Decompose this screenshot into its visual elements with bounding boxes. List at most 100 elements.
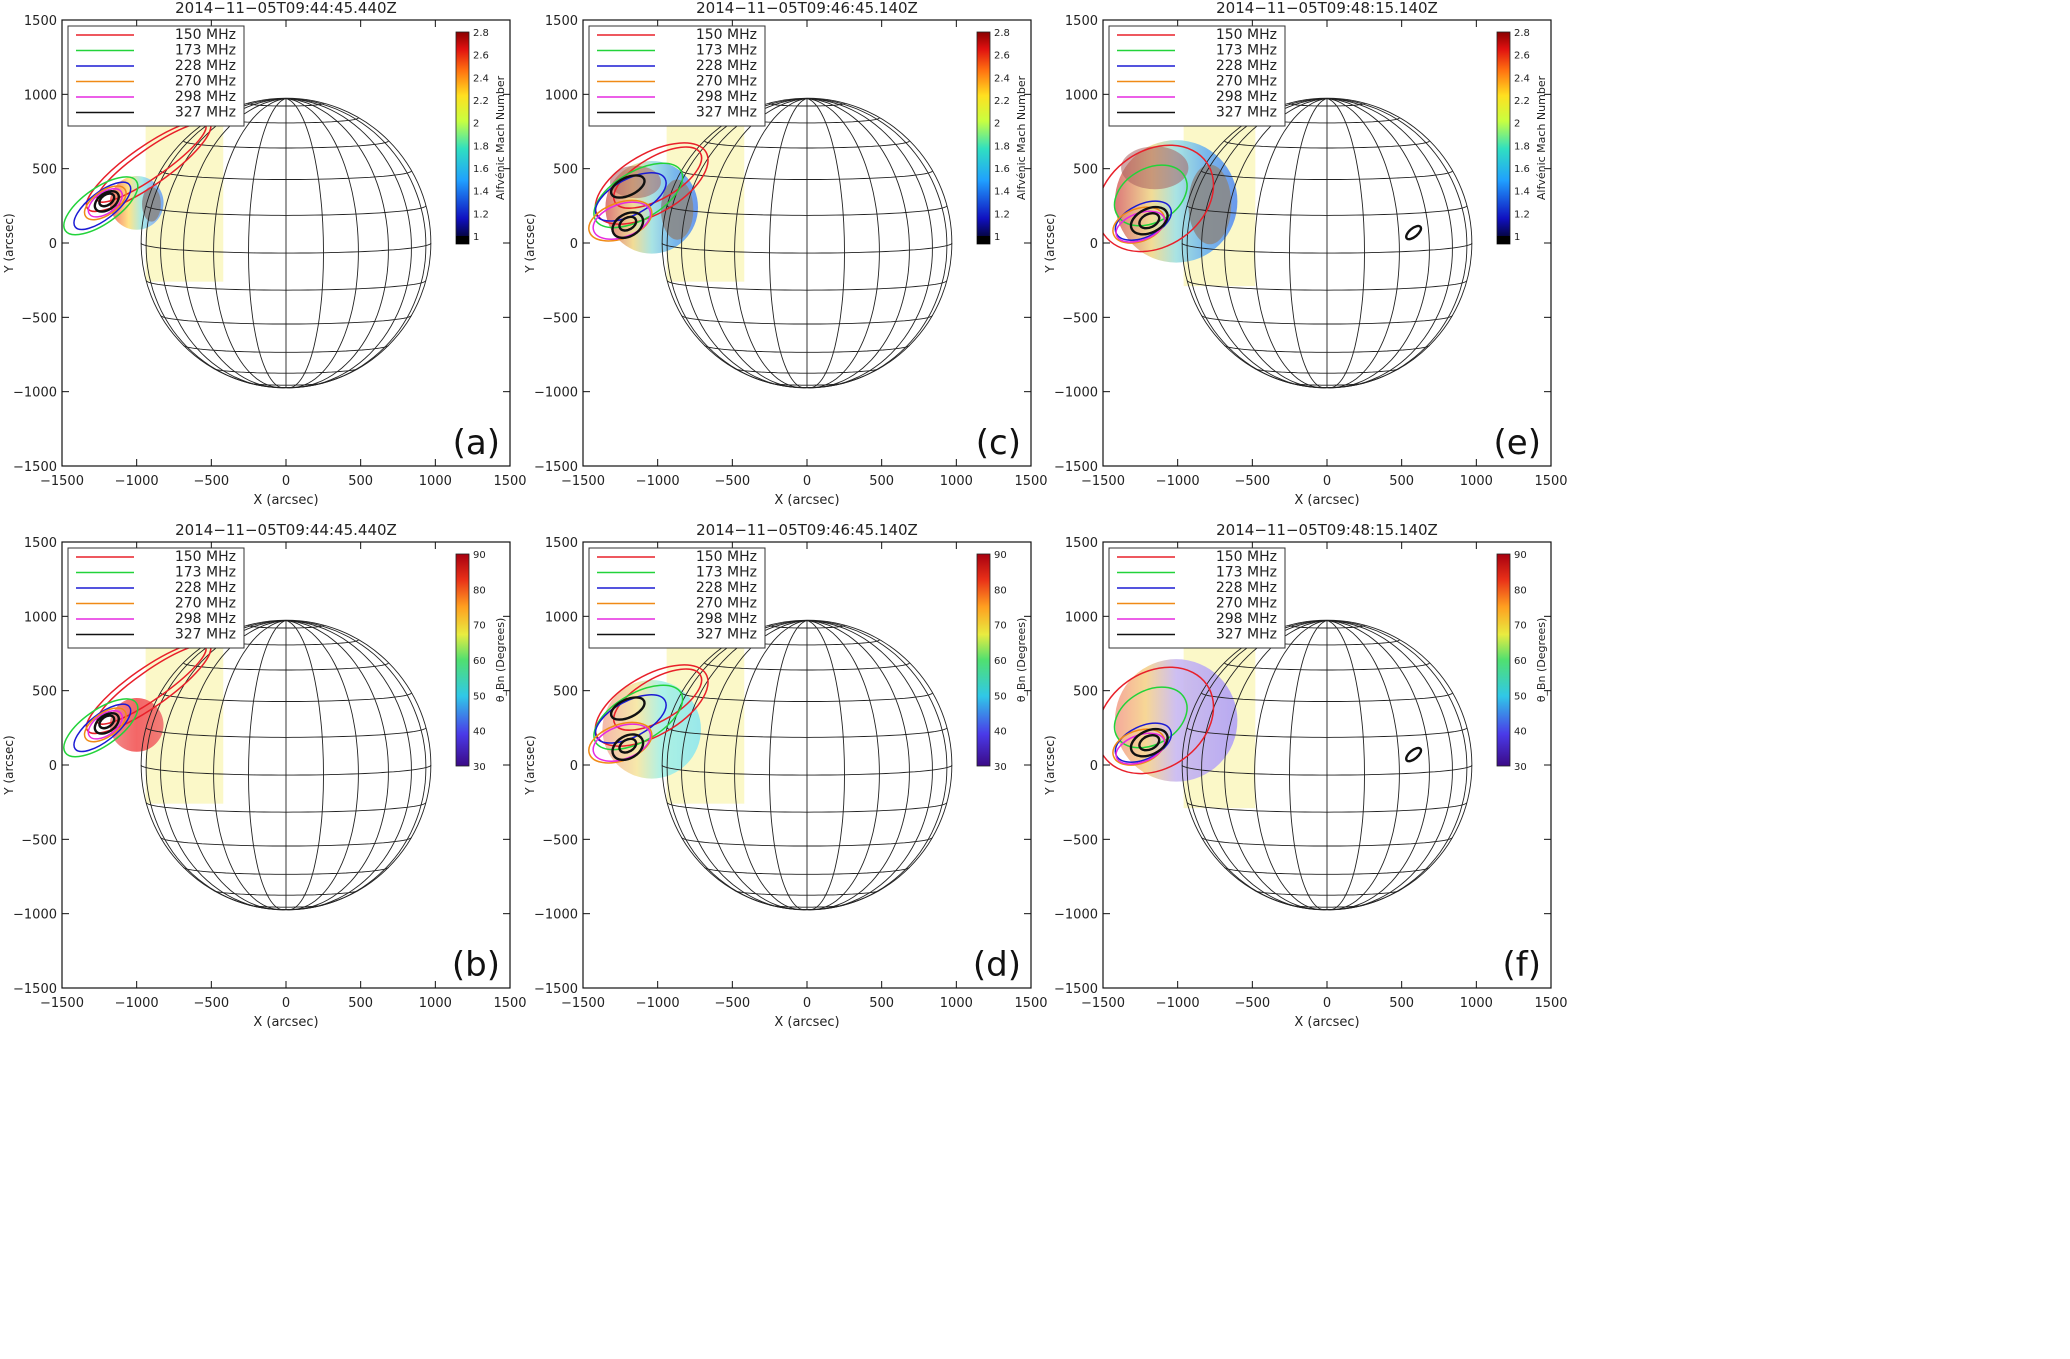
- x-axis-label: X (arcsec): [774, 493, 839, 508]
- y-tick-label: 1500: [1065, 536, 1098, 551]
- colorbar-tick-label: 70: [473, 621, 486, 632]
- y-tick-label: 0: [1090, 759, 1098, 774]
- longitude-line: [285, 620, 427, 910]
- y-tick-label: 500: [553, 685, 578, 700]
- panel-b: 2014−11−05T09:44:45.440Z −1500 −1000 −500 0 5…: [2, 521, 527, 1030]
- contour-327mhz: [93, 189, 120, 213]
- colorbar-title: θ_Bn (Degrees): [494, 618, 507, 703]
- longitude-line: [1326, 620, 1400, 911]
- contour-327mhz: [618, 737, 638, 754]
- contour-327mhz: [1138, 733, 1161, 752]
- colorbar: 30 40 50 60 70 80 90 θ_Bn (Degrees): [455, 550, 507, 773]
- y-tick-label: −1000: [1054, 908, 1098, 923]
- legend-label: 228 MHz: [696, 58, 757, 74]
- longitude-line: [285, 98, 412, 389]
- contour-150mhz: [612, 146, 703, 209]
- longitude-line: [285, 98, 324, 389]
- y-tick-label: 500: [32, 163, 57, 178]
- y-tick-label: −500: [1062, 311, 1098, 326]
- x-tick-label: −1000: [636, 996, 680, 1011]
- x-tick-label: 1000: [419, 996, 452, 1011]
- longitude-line: [806, 98, 948, 388]
- x-tick-label: 500: [1389, 474, 1414, 489]
- colorbar-tick-label: 30: [994, 762, 1007, 773]
- y-axis-label: Y (arcsec): [2, 213, 16, 273]
- legend-label: 327 MHz: [175, 627, 236, 643]
- x-tick-label: −1500: [561, 474, 605, 489]
- x-tick-label: −1500: [1081, 474, 1125, 489]
- legend-label: 270 MHz: [175, 596, 236, 612]
- colorbar-tick-label: 70: [1514, 621, 1527, 632]
- x-tick-label: 1000: [940, 474, 973, 489]
- longitude-line: [806, 620, 933, 911]
- contour-150mhz: [1103, 144, 1215, 253]
- contour-173mhz: [63, 176, 139, 236]
- contour-150mhz: [612, 668, 703, 731]
- panel-e: 2014−11−05T09:48:15.140Z −1500 −1000 −500 0 5…: [1043, 0, 1568, 508]
- y-tick-label: −1500: [534, 460, 578, 475]
- legend-label: 327 MHz: [1216, 627, 1277, 643]
- y-tick-label: 1500: [24, 536, 57, 551]
- y-tick-label: 1000: [1065, 88, 1098, 103]
- x-tick-label: −500: [193, 996, 229, 1011]
- legend-label: 228 MHz: [1216, 58, 1277, 74]
- contour-270mhz: [83, 185, 127, 221]
- y-tick-label: 1000: [24, 88, 57, 103]
- colorbar-tick-label: 30: [473, 762, 486, 773]
- colorbar-tick-label: 1: [473, 232, 479, 243]
- x-tick-label: 1500: [1534, 474, 1567, 489]
- contour-327mhz: [618, 215, 638, 232]
- colorbar-underflow: [1497, 236, 1510, 244]
- colorbar-title: Alfvénic Mach Number: [1015, 75, 1028, 200]
- colorbar-tick-label: 2.8: [994, 28, 1010, 39]
- panel-title: 2014−11−05T09:46:45.140Z: [696, 521, 918, 539]
- colorbar-tick-label: 2.6: [994, 51, 1010, 62]
- x-tick-label: 1500: [1534, 996, 1567, 1011]
- legend-label: 173 MHz: [696, 43, 757, 59]
- shock-shadow-region: [142, 186, 161, 222]
- y-tick-label: −500: [542, 311, 578, 326]
- legend-box: [588, 547, 766, 649]
- longitude-line: [1326, 98, 1453, 389]
- longitude-line: [1326, 98, 1365, 389]
- contour-270mhz: [1112, 206, 1166, 244]
- contour-150mhz: [1103, 666, 1215, 775]
- x-tick-label: 0: [282, 996, 290, 1011]
- longitude-line: [1254, 620, 1328, 911]
- colorbar-tick-label: 2.6: [1514, 51, 1530, 62]
- longitude-line: [1326, 620, 1468, 910]
- colorbar-tick-label: 2: [994, 119, 1000, 130]
- colorbar-tick-label: 30: [1514, 762, 1527, 773]
- colorbar-tick-label: 1: [1514, 232, 1520, 243]
- y-tick-label: 1000: [24, 610, 57, 625]
- longitude-line: [806, 98, 880, 389]
- x-tick-label: −1000: [636, 474, 680, 489]
- colorbar-tick-label: 1.4: [1514, 187, 1530, 198]
- colorbar-tick-label: 50: [473, 691, 486, 702]
- panel-a: 2014−11−05T09:44:45.440Z −1500 −1000 −500 0 5…: [2, 0, 527, 508]
- colorbar-tick-label: 1.6: [473, 164, 489, 175]
- colorbar-tick-label: 80: [473, 585, 486, 596]
- colorbar-tick-label: 80: [1514, 585, 1527, 596]
- panel-label: (f): [1503, 945, 1542, 985]
- x-tick-label: −500: [714, 996, 750, 1011]
- contour-228mhz: [73, 703, 132, 753]
- longitude-line: [806, 620, 910, 911]
- panel-label: (d): [973, 945, 1021, 985]
- shock-surface: [109, 697, 164, 752]
- legend-label: 150 MHz: [1216, 549, 1277, 565]
- colorbar-tick-label: 90: [1514, 550, 1527, 561]
- colorbar-underflow: [977, 236, 990, 244]
- colorbar: 1 1.2 1.4 1.6 1.8 2 2.2 2.4 2.6 2.8 Alfvénic Mach …: [976, 28, 1028, 245]
- contour-228mhz: [73, 181, 132, 231]
- colorbar-underflow: [456, 236, 469, 244]
- y-tick-label: 500: [553, 163, 578, 178]
- legend-label: 228 MHz: [175, 58, 236, 74]
- y-tick-label: 500: [1073, 685, 1098, 700]
- shock-surface: [602, 680, 701, 779]
- x-tick-label: −1500: [1081, 996, 1125, 1011]
- colorbar-tick-label: 90: [994, 550, 1007, 561]
- contour-298mhz: [1115, 732, 1166, 765]
- colorbar-tick-label: 2.2: [1514, 96, 1530, 107]
